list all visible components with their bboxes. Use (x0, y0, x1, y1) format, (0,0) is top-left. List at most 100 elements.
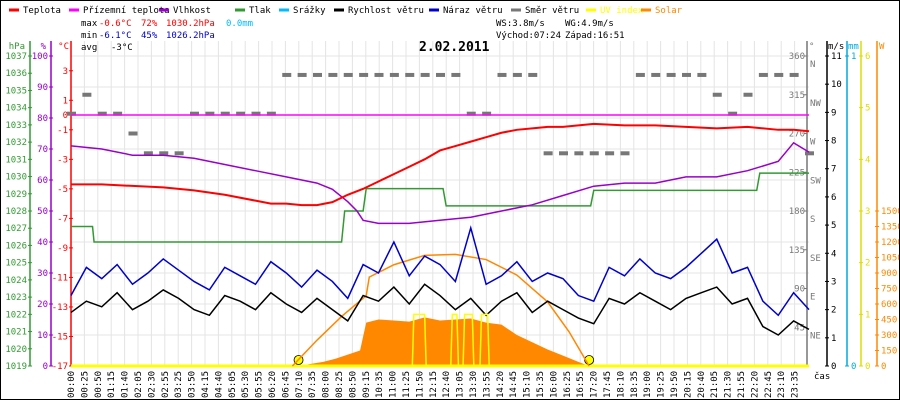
wind-direction-mark (666, 72, 676, 77)
x-tick-label: 18:35 (630, 371, 640, 398)
axis-tick-label: -3 (57, 155, 68, 165)
axis-unit-ms: m/s (828, 42, 844, 52)
wind-direction-mark (758, 72, 768, 77)
wind-direction-mark (282, 72, 292, 77)
axis-tick-label: 45 (794, 323, 805, 333)
wind-direction-mark (251, 111, 261, 116)
axis-tick-label: 5 (831, 221, 836, 231)
axis-tick-label: 360 (789, 52, 805, 62)
x-tick-label: 23:35 (791, 371, 801, 398)
x-tick-label: 00:25 (80, 371, 90, 398)
x-tick-label: 05:30 (241, 371, 251, 398)
wind-direction-mark (805, 151, 814, 156)
wind-direction-mark (143, 151, 153, 156)
stats-sunrise: Východ:07:24 (496, 31, 561, 41)
axis-tick-label: 0 (881, 362, 886, 372)
axis-tick-label: 1 (63, 96, 68, 106)
axis-tick-label: -11 (52, 273, 68, 283)
axis-tick-label: 270 (789, 130, 805, 140)
axis-tick-label: 315 (789, 91, 805, 101)
wind-direction-mark (313, 72, 322, 77)
axis-tick-label: 1 (831, 334, 836, 344)
wind-direction-mark (113, 111, 123, 116)
axis-tick-label: 1200 (881, 238, 900, 248)
x-tick-label: 11:50 (415, 371, 425, 398)
axis-tick-label: 60 (37, 176, 48, 186)
x-tick-label: 19:25 (657, 371, 667, 398)
wind-direction-mark (420, 72, 430, 77)
axis-tick-label: 300 (881, 331, 897, 341)
series-tlak (71, 172, 809, 243)
axis-unit-hPa: hPa (9, 42, 25, 52)
x-tick-label: 21:55 (737, 371, 747, 398)
legend: Teplota Přízemní teplota Vlhkost Tlak Srážky… (9, 6, 683, 16)
wind-direction-mark (297, 72, 307, 77)
x-tick-label: 12:15 (429, 371, 439, 398)
axis-tick-label: 40 (37, 238, 48, 248)
x-tick-label: 20:40 (697, 371, 707, 398)
axis-tick-label: 0 (43, 362, 48, 372)
wind-direction-mark (236, 111, 246, 116)
axis-tick-label: -13 (52, 303, 68, 313)
axis-unit-temp: °C (58, 42, 69, 52)
axis-tick-label: 6 (831, 193, 836, 203)
x-tick-label: 08:00 (322, 371, 332, 398)
axis-tick-label: 1025 (5, 259, 27, 269)
axis-tick-label: 750 (881, 285, 897, 295)
x-tick-label: 06:45 (281, 371, 291, 398)
axis-tick-label: 20 (37, 300, 48, 310)
x-tick-label: 02:55 (161, 371, 171, 398)
x-tick-label: 04:40 (214, 371, 224, 398)
legend-label: Teplota (23, 6, 61, 16)
x-tick-label: 09:15 (362, 371, 372, 398)
axis-tick-label: 1027 (5, 224, 27, 234)
axis-tick-label: 135 (789, 246, 805, 256)
x-tick-label: 00:50 (94, 371, 104, 398)
axis-tick-label: 90 (37, 83, 48, 93)
axis-tick-label: 11 (831, 52, 842, 62)
axis-tick-label: 10 (831, 80, 842, 90)
axis-unit-pct: % (41, 42, 47, 52)
wind-direction-mark (67, 111, 76, 116)
x-tick-label: 00:00 (67, 371, 77, 398)
axis-tick-label: -1 (57, 126, 68, 136)
axis-tick-label: 80 (37, 114, 48, 124)
series-vlhkost (70, 141, 810, 225)
axis-tick-label: 70 (37, 145, 48, 155)
x-axis-ticks: 00:00 00:25 00:50 01:15 01:40 02:05 02:30 02:55… (67, 371, 801, 398)
axis-tick-label: -17 (52, 362, 68, 372)
wind-direction-mark (205, 111, 215, 116)
compass-label: SE (810, 254, 821, 264)
axis-tick-label: -9 (57, 244, 68, 254)
x-tick-label: 14:45 (509, 371, 519, 398)
legend-label: Přízemní teplota (83, 6, 170, 16)
axis-tick-label: 4 (831, 249, 836, 259)
x-tick-label: 10:35 (375, 371, 385, 398)
x-tick-label: 14:20 (496, 371, 506, 398)
axis-tick-label: 4 (865, 155, 870, 165)
x-tick-label: 06:20 (268, 371, 278, 398)
wind-direction-mark (497, 72, 507, 77)
x-tick-label: 11:25 (402, 371, 412, 398)
axis-tick-label: 6 (865, 52, 870, 62)
axis-tick-label: 1026 (5, 241, 27, 251)
axis-tick-label: 1031 (5, 155, 27, 165)
axis-tick-label: 1032 (5, 138, 27, 148)
wind-direction-mark (374, 72, 384, 77)
x-tick-label: 19:00 (643, 371, 653, 398)
wind-direction-mark (389, 72, 399, 77)
axis-tick-label: 450 (881, 316, 897, 326)
axis-tick-label: 150 (881, 347, 897, 357)
x-tick-label: 19:50 (670, 371, 680, 398)
legend-label: UV index (600, 6, 644, 16)
x-tick-label: 12:40 (442, 371, 452, 398)
wind-direction-mark (82, 92, 92, 97)
x-tick-label: 13:55 (482, 371, 492, 398)
axis-tick-label: 1034 (5, 104, 27, 114)
x-tick-label: 01:40 (121, 371, 131, 398)
wind-direction-mark (190, 111, 199, 116)
axis-unit-mm: mm (848, 42, 859, 52)
axis-tick-label: 2 (865, 259, 870, 269)
wind-direction-mark (559, 151, 568, 156)
